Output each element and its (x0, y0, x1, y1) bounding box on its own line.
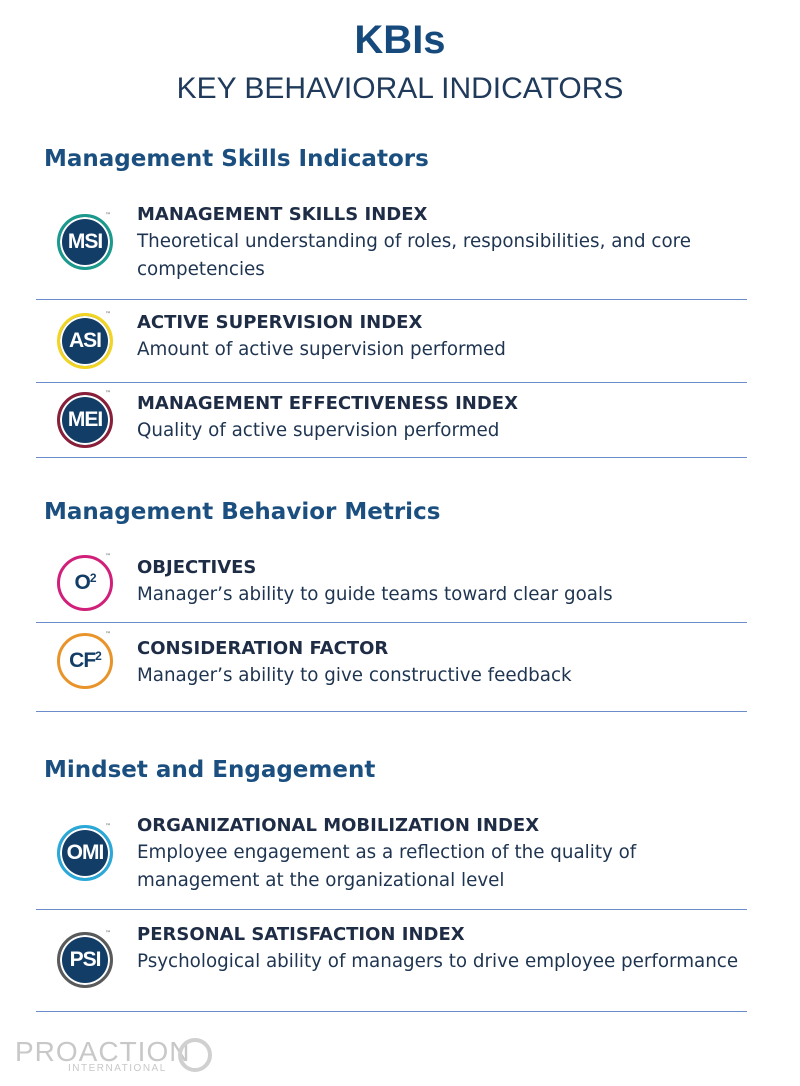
section-heading: Management Behavior Metrics (44, 499, 441, 525)
icon-text: O (74, 571, 90, 594)
divider (36, 457, 747, 458)
page-subtitle: KEY BEHAVIORAL INDICATORS (176, 72, 624, 105)
icon-text: MEI (67, 408, 103, 431)
item-description: Manager’s ability to guide teams toward … (137, 584, 613, 605)
icon-text: PSI (69, 948, 102, 971)
item-icon: OMI (57, 825, 113, 881)
trademark: ™ (105, 930, 111, 937)
item-title: MANAGEMENT SKILLS INDEX (137, 204, 428, 225)
item-title: PERSONAL SATISFACTION INDEX (137, 924, 465, 945)
divider (36, 711, 747, 712)
icon-text: ASI (68, 329, 102, 352)
icon-text: OMI (66, 841, 105, 864)
icon-superscript: 2 (95, 649, 102, 663)
item-description: Psychological ability of managers to dri… (137, 951, 739, 972)
item-title: OBJECTIVES (137, 557, 257, 578)
item-title: MANAGEMENT EFFECTIVENESS INDEX (137, 393, 518, 414)
item-description: Employee engagement as a reflection of t… (137, 842, 637, 891)
item-title: CONSIDERATION FACTOR (137, 638, 389, 659)
footer-logo (178, 1038, 212, 1072)
item-description: Amount of active supervision performed (137, 339, 506, 360)
item-icon: MSI (57, 214, 113, 270)
icon-superscript: 2 (89, 571, 97, 585)
item-icon: CF 2 (57, 633, 113, 689)
item-description: Quality of active supervision performed (137, 420, 500, 441)
item-title: ORGANIZATIONAL MOBILIZATION INDEX (137, 815, 540, 836)
trademark: ™ (105, 390, 111, 397)
divider (36, 622, 747, 623)
footer-brand: PROACTION (15, 1036, 191, 1067)
item-description: Theoretical understanding of roles, resp… (137, 231, 691, 280)
trademark: ™ (105, 212, 111, 219)
page-title: KBIs (354, 18, 446, 62)
icon-text: MSI (67, 230, 103, 253)
item-icon: MEI (57, 392, 113, 448)
section-heading: Management Skills Indicators (44, 146, 429, 172)
trademark: ™ (105, 823, 111, 830)
item-icon: ASI (57, 313, 113, 369)
footer-tagline: INTERNATIONAL (68, 1063, 167, 1074)
divider (36, 1011, 747, 1012)
trademark: ™ (105, 631, 111, 638)
icon-text: CF (69, 649, 96, 672)
divider (36, 382, 747, 383)
item-title: ACTIVE SUPERVISION INDEX (137, 312, 423, 333)
item-icon: PSI (57, 932, 113, 988)
trademark: ™ (105, 553, 111, 560)
trademark: ™ (105, 311, 111, 318)
section-heading: Mindset and Engagement (44, 757, 376, 783)
item-description: Manager’s ability to give constructive f… (137, 665, 572, 686)
divider (36, 909, 747, 910)
divider (36, 299, 747, 300)
